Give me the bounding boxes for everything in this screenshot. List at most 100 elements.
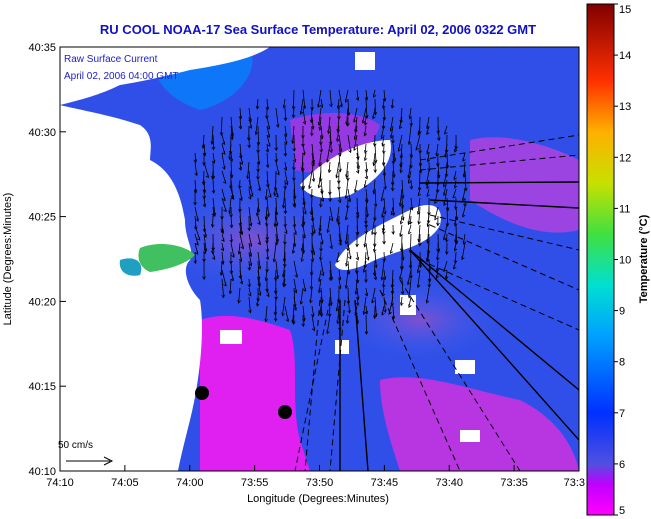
current-vector <box>302 278 306 292</box>
current-vector <box>212 170 214 180</box>
current-vector <box>284 197 286 214</box>
current-vector <box>409 251 412 269</box>
current-vector-head <box>230 196 235 200</box>
current-vector-head <box>401 217 405 221</box>
current-vector-head <box>223 282 227 287</box>
current-vector-head <box>273 290 278 295</box>
current-vector <box>464 170 467 191</box>
current-vector-head <box>292 303 297 308</box>
current-vector-head <box>373 143 377 147</box>
current-vector <box>365 314 367 335</box>
current-vector <box>275 269 277 281</box>
current-vector-head <box>221 141 226 145</box>
current-vector-head <box>409 154 414 159</box>
current-vector-head <box>328 277 333 282</box>
current-vector <box>265 188 268 200</box>
current-vector-head <box>319 248 323 252</box>
current-vector-head <box>399 169 403 174</box>
current-vector <box>399 188 403 206</box>
current-vector <box>383 224 385 235</box>
current-vector <box>410 197 413 211</box>
current-vector <box>445 143 448 158</box>
current-vector-head <box>273 187 278 192</box>
current-vector-head <box>248 222 253 227</box>
no-data-patch-3 <box>355 52 375 70</box>
current-vector <box>248 242 252 257</box>
current-vector <box>407 269 412 285</box>
no-data-patch-2 <box>335 205 441 270</box>
current-vector <box>392 143 396 162</box>
current-vector <box>239 224 242 234</box>
current-vector <box>327 215 331 233</box>
current-vector-head <box>211 213 216 218</box>
current-vector-head <box>346 123 350 127</box>
current-vector <box>266 125 270 138</box>
current-vector-head <box>221 151 226 155</box>
x-tick-label: 74:05 <box>111 477 139 489</box>
current-vector-head <box>256 142 261 146</box>
current-vector <box>383 197 386 215</box>
current-vector <box>329 134 332 153</box>
current-vector <box>373 179 376 194</box>
current-vector <box>300 287 304 305</box>
y-tick-label: 40:25 <box>28 212 56 224</box>
current-vector-head <box>266 293 270 298</box>
current-vector <box>239 251 242 262</box>
current-vector-head <box>409 221 413 225</box>
current-vector-head <box>454 239 458 244</box>
current-vector-head <box>344 240 349 245</box>
current-vector-head <box>282 104 287 109</box>
current-vector-head <box>301 224 305 228</box>
current-vector <box>302 89 306 109</box>
current-vector-head <box>400 266 404 271</box>
current-vector-head <box>355 256 359 261</box>
current-vector-head <box>320 240 324 245</box>
current-vector <box>293 152 296 162</box>
current-vector-head <box>416 284 421 289</box>
current-vector-head <box>436 222 440 227</box>
current-vector <box>257 269 261 287</box>
current-vector-head <box>228 156 232 161</box>
current-vector-head <box>267 143 271 147</box>
current-vector <box>427 224 430 244</box>
current-vector <box>220 260 223 276</box>
current-vector <box>445 269 448 279</box>
current-vector <box>212 215 214 228</box>
current-vector <box>301 242 304 251</box>
current-vector-head <box>336 129 341 134</box>
current-vector <box>401 278 404 295</box>
current-vector <box>362 107 367 123</box>
current-vector <box>383 89 386 102</box>
current-vector-head <box>282 204 286 209</box>
current-vector-head <box>326 229 331 234</box>
current-vector <box>302 107 306 125</box>
current-vector-head <box>400 195 405 200</box>
cool-water-southeast <box>380 377 579 471</box>
current-vector <box>301 251 304 262</box>
current-vector-head <box>354 189 358 193</box>
current-vector <box>338 233 342 246</box>
current-vector-head <box>238 125 243 130</box>
current-vector-head <box>255 105 260 110</box>
y-tick-label: 40:35 <box>28 42 56 54</box>
current-vector <box>383 278 385 288</box>
land-staten <box>60 105 151 160</box>
current-vector <box>318 107 322 126</box>
current-vector <box>320 287 323 303</box>
current-vector <box>247 161 250 179</box>
current-vector-head <box>354 311 358 316</box>
current-vector <box>461 242 466 260</box>
land-new-jersey <box>60 150 202 471</box>
current-vector <box>408 296 412 308</box>
current-vector-head <box>266 213 270 218</box>
current-vector-head <box>390 250 394 254</box>
current-vector-head <box>293 231 297 236</box>
current-vector-head <box>434 200 438 205</box>
current-vector-head <box>265 164 270 169</box>
current-vector <box>454 251 457 264</box>
current-vector-head <box>229 239 233 244</box>
current-vector <box>284 170 288 185</box>
current-vector <box>443 188 448 206</box>
current-vector-head <box>366 256 370 261</box>
colorbar-tick-label: 8 <box>619 357 625 369</box>
